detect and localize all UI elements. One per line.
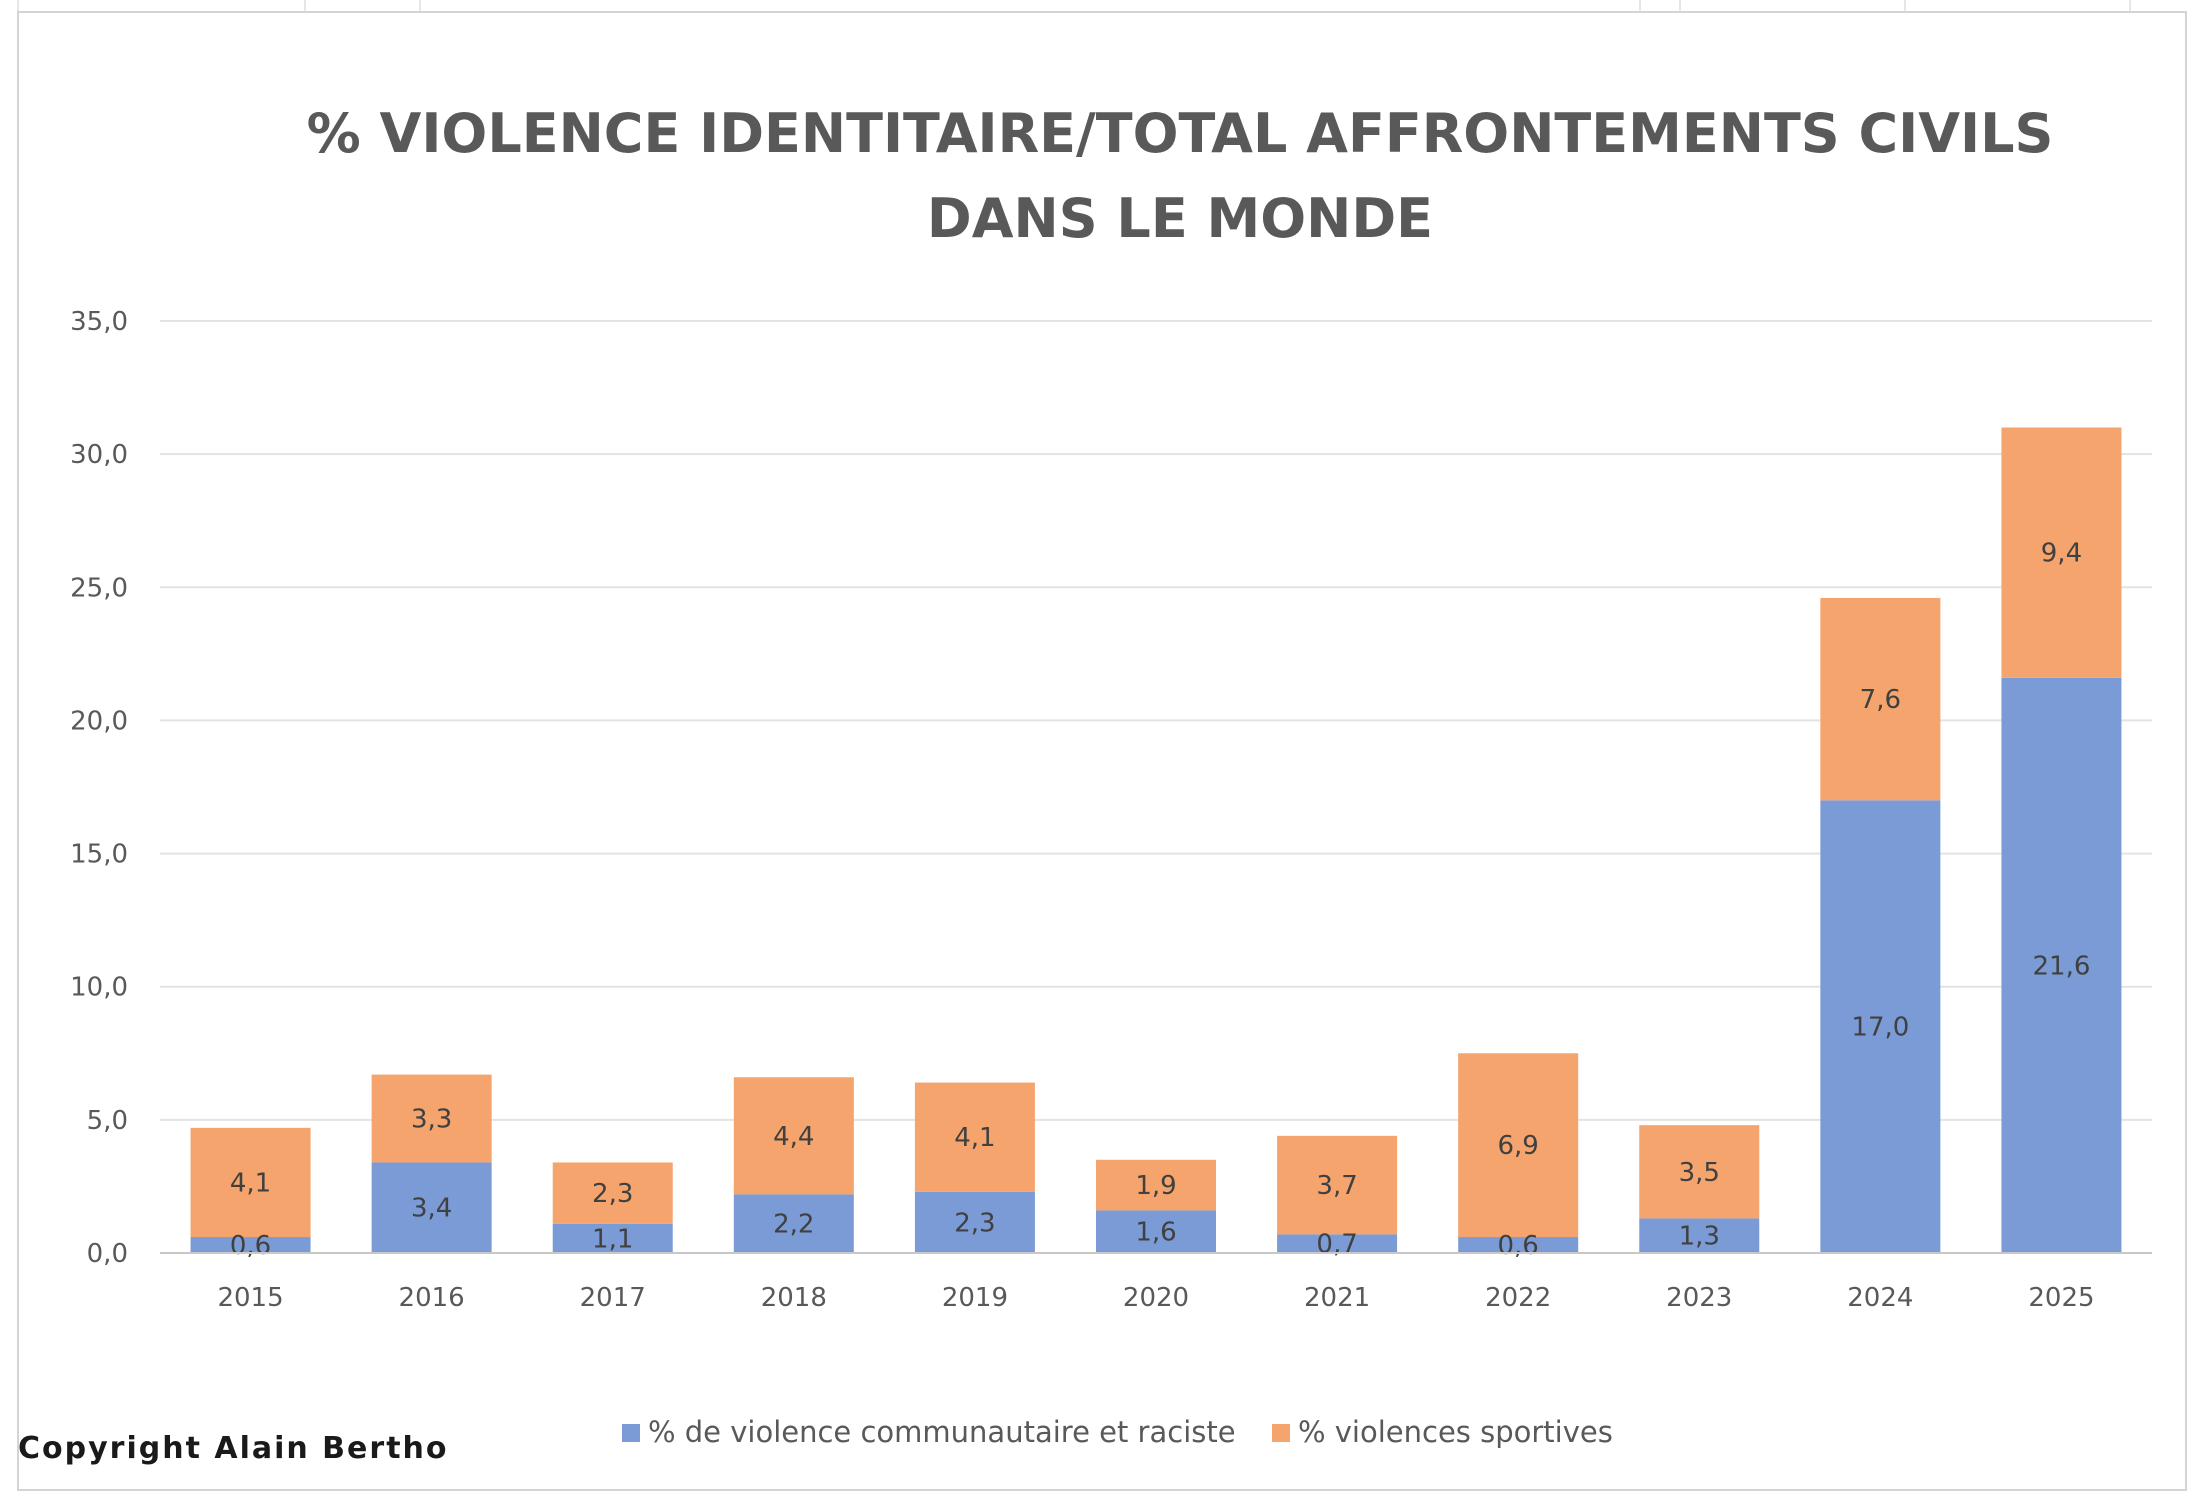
legend-swatch-sportives <box>1272 1424 1290 1442</box>
data-label: 2,3 <box>592 1179 633 1209</box>
data-label: 4,1 <box>230 1168 271 1198</box>
y-tick-label: 5,0 <box>87 1106 128 1136</box>
legend: % de violence communautaire et raciste %… <box>622 1415 1613 1449</box>
x-tick-label: 2020 <box>1123 1283 1189 1313</box>
bar-segment-communautaire-2021[interactable] <box>1277 1234 1398 1253</box>
legend-label-sportives: % violences sportives <box>1298 1415 1613 1449</box>
x-tick-label: 2022 <box>1485 1283 1551 1313</box>
bar-segment-communautaire-2024[interactable] <box>1820 800 1941 1253</box>
y-tick-label: 35,0 <box>70 307 128 337</box>
x-tick-label: 2018 <box>761 1283 827 1313</box>
bar-segment-communautaire-2016[interactable] <box>371 1162 492 1253</box>
x-tick-label: 2025 <box>2028 1283 2094 1313</box>
data-label: 1,6 <box>1135 1218 1176 1248</box>
data-label: 0,7 <box>1316 1230 1357 1260</box>
data-label: 3,7 <box>1316 1171 1357 1201</box>
bar-series <box>190 427 2122 1253</box>
data-label: 0,6 <box>230 1231 271 1261</box>
x-tick-label: 2024 <box>1847 1283 1913 1313</box>
bar-segment-sportives-2025[interactable] <box>2001 427 2122 678</box>
data-label: 4,4 <box>773 1122 814 1152</box>
bar-segment-communautaire-2022[interactable] <box>1458 1237 1579 1253</box>
data-label: 1,9 <box>1135 1171 1176 1201</box>
bar-segment-communautaire-2023[interactable] <box>1639 1218 1760 1253</box>
data-label: 0,6 <box>1498 1231 1539 1261</box>
data-label: 7,6 <box>1860 685 1901 715</box>
bar-segment-communautaire-2017[interactable] <box>552 1223 673 1253</box>
x-tick-label: 2016 <box>399 1283 465 1313</box>
bar-segment-communautaire-2025[interactable] <box>2001 677 2122 1253</box>
y-tick-label: 0,0 <box>87 1239 128 1269</box>
x-tick-label: 2019 <box>942 1283 1008 1313</box>
x-axis-tick-labels: 2015 2016 2017 2018 2019 2020 2021 2022 2023 2024… <box>217 1283 2094 1313</box>
data-label: 1,3 <box>1679 1222 1720 1252</box>
data-label: 2,3 <box>954 1208 995 1238</box>
y-tick-label: 10,0 <box>70 973 128 1003</box>
data-label: 4,1 <box>954 1123 995 1153</box>
data-label: 3,3 <box>411 1105 452 1135</box>
y-tick-label: 20,0 <box>70 706 128 736</box>
bar-segment-sportives-2018[interactable] <box>733 1077 854 1195</box>
bar-segment-sportives-2020[interactable] <box>1096 1159 1216 1211</box>
data-label: 21,6 <box>2033 951 2091 981</box>
bar-segment-sportives-2016[interactable] <box>371 1074 492 1163</box>
data-label: 17,0 <box>1851 1013 1909 1043</box>
data-label: 2,2 <box>773 1210 814 1240</box>
bar-segment-sportives-2023[interactable] <box>1639 1125 1760 1219</box>
bar-segment-sportives-2015[interactable] <box>190 1127 311 1238</box>
bar-segment-communautaire-2020[interactable] <box>1096 1210 1216 1253</box>
data-label: 9,4 <box>2041 539 2082 569</box>
data-label: 6,9 <box>1498 1131 1539 1161</box>
legend-label-communautaire: % de violence communautaire et raciste <box>648 1415 1236 1449</box>
bar-segment-sportives-2022[interactable] <box>1458 1053 1579 1238</box>
bar-segment-sportives-2021[interactable] <box>1277 1135 1398 1235</box>
chart-title-line-1: % VIOLENCE IDENTITAIRE/TOTAL AFFRONTEMEN… <box>307 102 2054 165</box>
y-tick-label: 30,0 <box>70 440 128 470</box>
y-gridlines <box>160 320 2152 1121</box>
copyright-text: Copyright Alain Bertho <box>18 1431 449 1466</box>
y-axis-tick-labels: 0,0 5,0 10,0 15,0 20,0 25,0 30,0 35,0 <box>70 307 128 1269</box>
data-label: 3,4 <box>411 1194 452 1224</box>
bar-segment-communautaire-2018[interactable] <box>733 1194 854 1253</box>
data-label: 3,5 <box>1679 1158 1720 1188</box>
legend-swatch-communautaire <box>622 1424 640 1442</box>
x-tick-label: 2015 <box>217 1283 283 1313</box>
chart-title-line-2: DANS LE MONDE <box>927 187 1433 250</box>
y-tick-label: 25,0 <box>70 573 128 603</box>
x-tick-label: 2023 <box>1666 1283 1732 1313</box>
x-tick-label: 2017 <box>580 1283 646 1313</box>
bar-segment-sportives-2024[interactable] <box>1820 597 1941 801</box>
spreadsheet-background-grid <box>17 0 2131 12</box>
data-label: 1,1 <box>592 1224 633 1254</box>
bar-segment-communautaire-2015[interactable] <box>190 1237 311 1253</box>
bar-segment-sportives-2017[interactable] <box>552 1162 673 1224</box>
bar-segment-communautaire-2019[interactable] <box>914 1191 1035 1253</box>
y-tick-label: 15,0 <box>70 840 128 870</box>
data-labels: 0,6 4,1 3,4 3,3 1,1 2,3 2,2 4,4 2,3 4,1 1,6 1,9 0,7 3… <box>230 539 2091 1261</box>
bar-segment-sportives-2019[interactable] <box>914 1082 1035 1192</box>
x-tick-label: 2021 <box>1304 1283 1370 1313</box>
